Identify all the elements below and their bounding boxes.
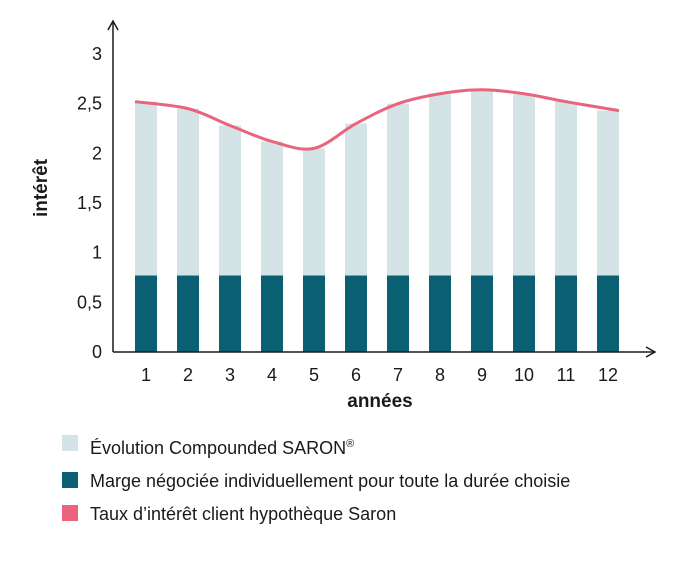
legend-swatch-margin [62,472,78,488]
margin-bar-11 [555,275,577,352]
saron-bar-9 [471,89,493,276]
y-tick-label: 2,5 [77,94,102,114]
legend-swatch-saron [62,435,78,451]
y-tick-label: 1 [92,243,102,263]
saron-bar-11 [555,101,577,276]
x-tick-label: 2 [183,365,193,385]
x-tick-label: 9 [477,365,487,385]
saron-bar-8 [429,93,451,276]
saron-bar-10 [513,93,535,276]
legend-item-saron: Évolution Compounded SARON® [62,432,662,460]
saron-bar-2 [177,108,199,276]
saron-bar-7 [387,103,409,276]
saron-bar-1 [135,101,157,276]
margin-bar-9 [471,275,493,352]
margin-bar-10 [513,275,535,352]
legend-label-saron: Évolution Compounded SARON [90,438,347,458]
margin-bar-3 [219,275,241,352]
margin-bar-8 [429,275,451,352]
x-tick-label: 7 [393,365,403,385]
x-tick-label: 10 [514,365,534,385]
saron-bar-4 [261,141,283,276]
y-tick-label: 3 [92,44,102,64]
margin-bar-12 [597,275,619,352]
x-tick-label: 6 [351,365,361,385]
x-tick-label: 11 [557,365,576,385]
legend-item-client-rate: Taux d’intérêt client hypothèque Saron [62,502,662,526]
registered-mark: ® [346,438,355,450]
margin-bar-4 [261,275,283,352]
x-tick-labels: 1 2 3 4 5 6 7 8 9 10 11 12 [141,365,618,385]
x-tick-label: 5 [309,365,319,385]
y-tick-label: 0,5 [77,292,102,312]
margin-bar-6 [345,275,367,352]
margin-bar-5 [303,275,325,352]
x-tick-label: 3 [225,365,235,385]
x-tick-label: 1 [141,365,151,385]
margin-bar-2 [177,275,199,352]
x-tick-label: 4 [267,365,277,385]
y-tick-label: 1,5 [77,193,102,213]
saron-bar-6 [345,123,367,276]
y-tick-label: 0 [92,342,102,362]
y-tick-labels: 0 0,5 1 1,5 2 2,5 3 [77,44,102,362]
legend-swatch-client-rate [62,505,78,521]
x-tick-label: 12 [598,365,618,385]
x-tick-label: 8 [435,365,445,385]
y-axis-title: intérêt [31,158,52,217]
x-axis-title: années [347,391,412,412]
legend: Évolution Compounded SARON® Marge négoci… [62,432,662,535]
stacked-bar-chart: 00,511,522,53 1 2 3 4 5 6 7 8 9 10 11 12 intérêt an… [31,19,657,412]
y-tick-label: 2 [92,143,102,163]
legend-label-client-rate: Taux d’intérêt client hypothèque Saron [90,504,397,524]
y-axis-arrow [107,19,119,31]
axes [107,19,657,358]
x-axis-arrow [645,346,657,358]
saron-bar-12 [597,110,619,276]
margin-bar-1 [135,275,157,352]
saron-bar-3 [219,125,241,276]
bars-layer [135,89,619,352]
saron-bar-5 [303,148,325,276]
margin-bar-7 [387,275,409,352]
client-rate-line [134,88,620,151]
legend-label-margin: Marge négociée individuellement pour tou… [90,471,571,491]
legend-item-margin: Marge négociée individuellement pour tou… [62,469,662,493]
